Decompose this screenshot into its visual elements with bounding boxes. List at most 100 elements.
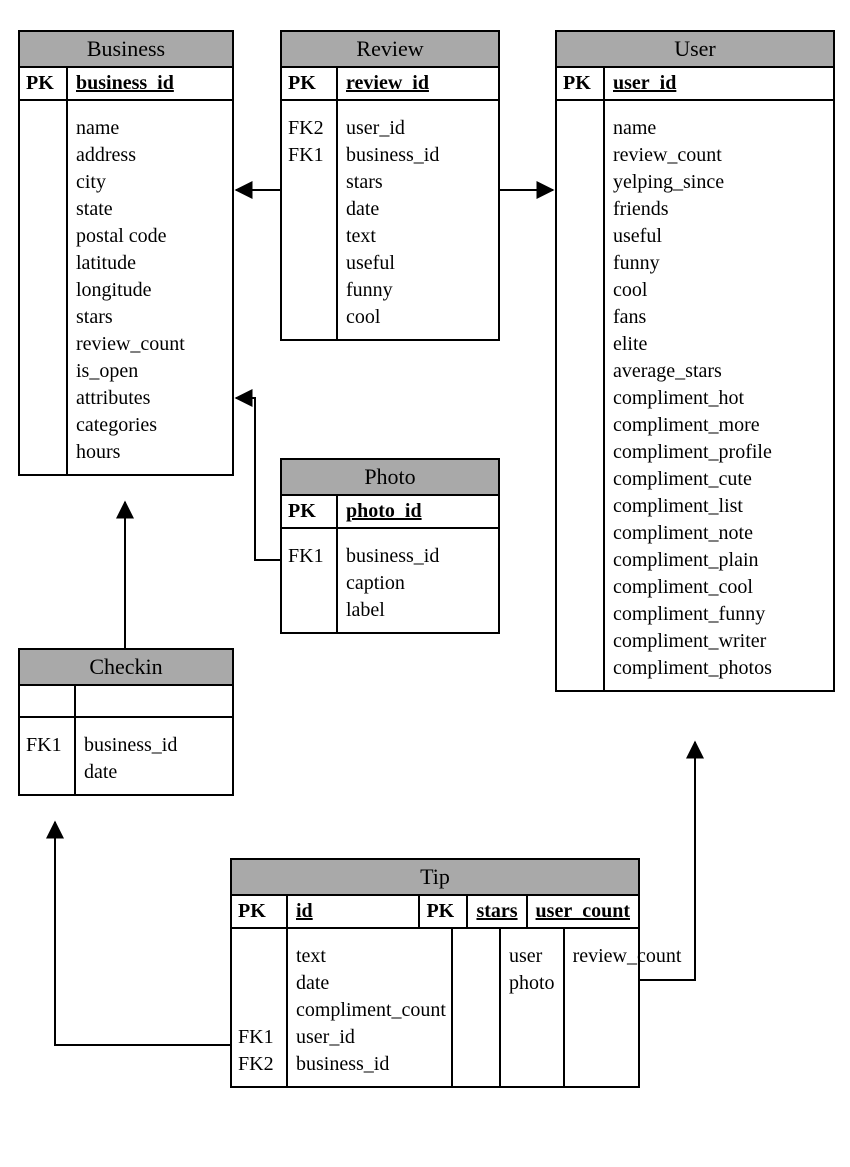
field: friends	[613, 196, 825, 223]
field: caption	[346, 570, 490, 597]
field: fans	[613, 304, 825, 331]
field: compliment_writer	[613, 628, 825, 655]
field: date	[84, 759, 224, 786]
field: cool	[346, 304, 490, 331]
field: date	[296, 970, 443, 997]
key: FK1	[26, 732, 68, 759]
entity-review: Review PK review_id FK2 FK1 user_id busi…	[280, 30, 500, 341]
entity-user: User PK user_id name review_count yelpin…	[555, 30, 835, 692]
entity-business: Business PK business_id name address cit…	[18, 30, 234, 476]
key-column: FK1 FK2	[232, 929, 288, 1086]
extra-key-column	[453, 929, 501, 1086]
field: stars	[76, 304, 224, 331]
field: average_stars	[613, 358, 825, 385]
field: compliment_more	[613, 412, 825, 439]
key: FK2	[238, 1051, 280, 1078]
field: latitude	[76, 250, 224, 277]
extra-field: stars	[468, 896, 527, 927]
field: attributes	[76, 385, 224, 412]
field: review_count	[76, 331, 224, 358]
field: user_id	[296, 1024, 443, 1051]
fields-row: name address city state postal code lati…	[20, 101, 232, 474]
field-column: business_id caption label	[338, 529, 498, 632]
entity-title: Photo	[282, 460, 498, 496]
field-column: business_id date	[76, 718, 232, 794]
entity-title: Checkin	[20, 650, 232, 686]
entity-title: User	[557, 32, 833, 68]
pk-field: review_id	[338, 68, 498, 99]
pk-field: business_id	[68, 68, 232, 99]
entity-photo: Photo PK photo_id FK1 business_id captio…	[280, 458, 500, 634]
field: funny	[346, 277, 490, 304]
field-column: text date compliment_count user_id busin…	[288, 929, 453, 1086]
edge-photo-business	[236, 398, 280, 560]
field: longitude	[76, 277, 224, 304]
field: business_id	[84, 732, 224, 759]
fields-row: FK1 FK2 text date compliment_count user_…	[232, 929, 638, 1086]
extra-col-2: user photo	[501, 929, 565, 1086]
field-column: name address city state postal code lati…	[68, 101, 232, 474]
field: user_id	[346, 115, 490, 142]
field: text	[296, 943, 443, 970]
field: compliment_cute	[613, 466, 825, 493]
pk-field: id	[288, 896, 420, 927]
extra-col-3: review_count	[565, 929, 690, 1086]
field: compliment_count	[296, 997, 443, 1024]
pk-label: PK	[282, 496, 338, 527]
field: compliment_list	[613, 493, 825, 520]
field: state	[76, 196, 224, 223]
field: business_id	[346, 543, 490, 570]
field: label	[346, 597, 490, 624]
field: elite	[613, 331, 825, 358]
pk-field	[76, 686, 232, 716]
entity-title: Tip	[232, 860, 638, 896]
field: compliment_photos	[613, 655, 825, 682]
field: photo	[509, 970, 555, 997]
fields-row: name review_count yelping_since friends …	[557, 101, 833, 690]
pk-row: PK id PK stars user_count	[232, 896, 638, 929]
fields-row: FK2 FK1 user_id business_id stars date t…	[282, 101, 498, 339]
pk-field: user_id	[605, 68, 833, 99]
field: hours	[76, 439, 224, 466]
field: review_count	[573, 943, 682, 970]
key-column: FK1	[282, 529, 338, 632]
extra-field: user_count	[528, 896, 638, 927]
field: is_open	[76, 358, 224, 385]
pk-row: PK user_id	[557, 68, 833, 101]
fields-row: FK1 business_id caption label	[282, 529, 498, 632]
key: FK1	[288, 142, 330, 169]
field: postal code	[76, 223, 224, 250]
field-column: user_id business_id stars date text usef…	[338, 101, 498, 339]
field: name	[613, 115, 825, 142]
entity-title: Business	[20, 32, 232, 68]
pk-field: photo_id	[338, 496, 498, 527]
field: compliment_profile	[613, 439, 825, 466]
entity-checkin: Checkin FK1 business_id date	[18, 648, 234, 796]
field: compliment_hot	[613, 385, 825, 412]
field: useful	[613, 223, 825, 250]
field: compliment_note	[613, 520, 825, 547]
extra-pk-label: PK	[420, 896, 468, 927]
field: yelping_since	[613, 169, 825, 196]
field: compliment_cool	[613, 574, 825, 601]
field: city	[76, 169, 224, 196]
pk-label: PK	[557, 68, 605, 99]
pk-label: PK	[282, 68, 338, 99]
field: funny	[613, 250, 825, 277]
field: review_count	[613, 142, 825, 169]
key-column: FK1	[20, 718, 76, 794]
field: compliment_funny	[613, 601, 825, 628]
pk-row: PK business_id	[20, 68, 232, 101]
edge-tip-business	[55, 822, 230, 1045]
entity-title: Review	[282, 32, 498, 68]
key: FK1	[288, 543, 330, 570]
key-column	[557, 101, 605, 690]
field: categories	[76, 412, 224, 439]
pk-row: PK review_id	[282, 68, 498, 101]
pk-label: PK	[232, 896, 288, 927]
field: date	[346, 196, 490, 223]
entity-tip: Tip PK id PK stars user_count FK1 FK2 te…	[230, 858, 640, 1088]
key-column	[20, 101, 68, 474]
field: useful	[346, 250, 490, 277]
field: name	[76, 115, 224, 142]
